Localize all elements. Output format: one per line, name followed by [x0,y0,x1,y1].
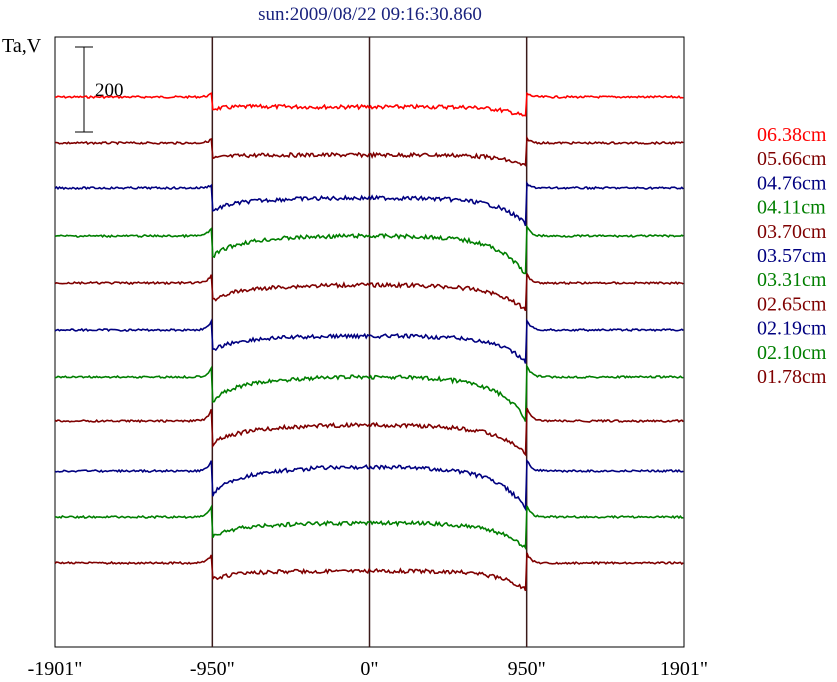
legend-entry: 06.38cm [757,124,827,146]
series-line-04.76cm [54,180,684,227]
series-line-03.57cm [54,318,684,364]
legend-entry: 03.70cm [757,221,827,243]
x-tick-labels: -1901" -950" 0" 950" 1901" [28,658,709,680]
legend-entry: 03.57cm [757,245,827,267]
series-line-06.38cm [54,91,684,117]
chart-title: sun:2009/08/22 09:16:30.860 [258,4,482,25]
legend-entry: 03.31cm [757,269,827,291]
legend-entry: 05.66cm [757,148,827,170]
scale-bar: 200 [75,46,124,133]
legend-entry: 02.10cm [757,342,827,364]
series-line-03.31cm [54,363,684,422]
y-axis-label: Ta,V [2,35,42,57]
series-line-04.11cm [54,224,684,275]
legend-entry: 02.65cm [757,293,827,315]
series-line-03.70cm [54,273,684,312]
x-tick-label: -950" [190,658,235,680]
series-line-05.66cm [54,135,684,168]
x-tick-label: 1901" [660,658,708,680]
legend-entry: 01.78cm [757,366,827,388]
x-tick-label: 0" [360,658,378,680]
series-lines [54,91,684,592]
legend-entry: 02.19cm [757,318,827,340]
x-tick-label: 950" [508,658,546,680]
legend-entry: 04.76cm [757,172,827,194]
legend-entry: 04.11cm [757,197,826,219]
x-tick-label: -1901" [28,658,83,680]
vertical-reference-lines [211,37,528,647]
series-line-02.65cm [54,407,684,457]
series-line-02.19cm [54,458,684,512]
series-line-01.78cm [54,552,684,592]
series-line-02.10cm [54,504,684,551]
